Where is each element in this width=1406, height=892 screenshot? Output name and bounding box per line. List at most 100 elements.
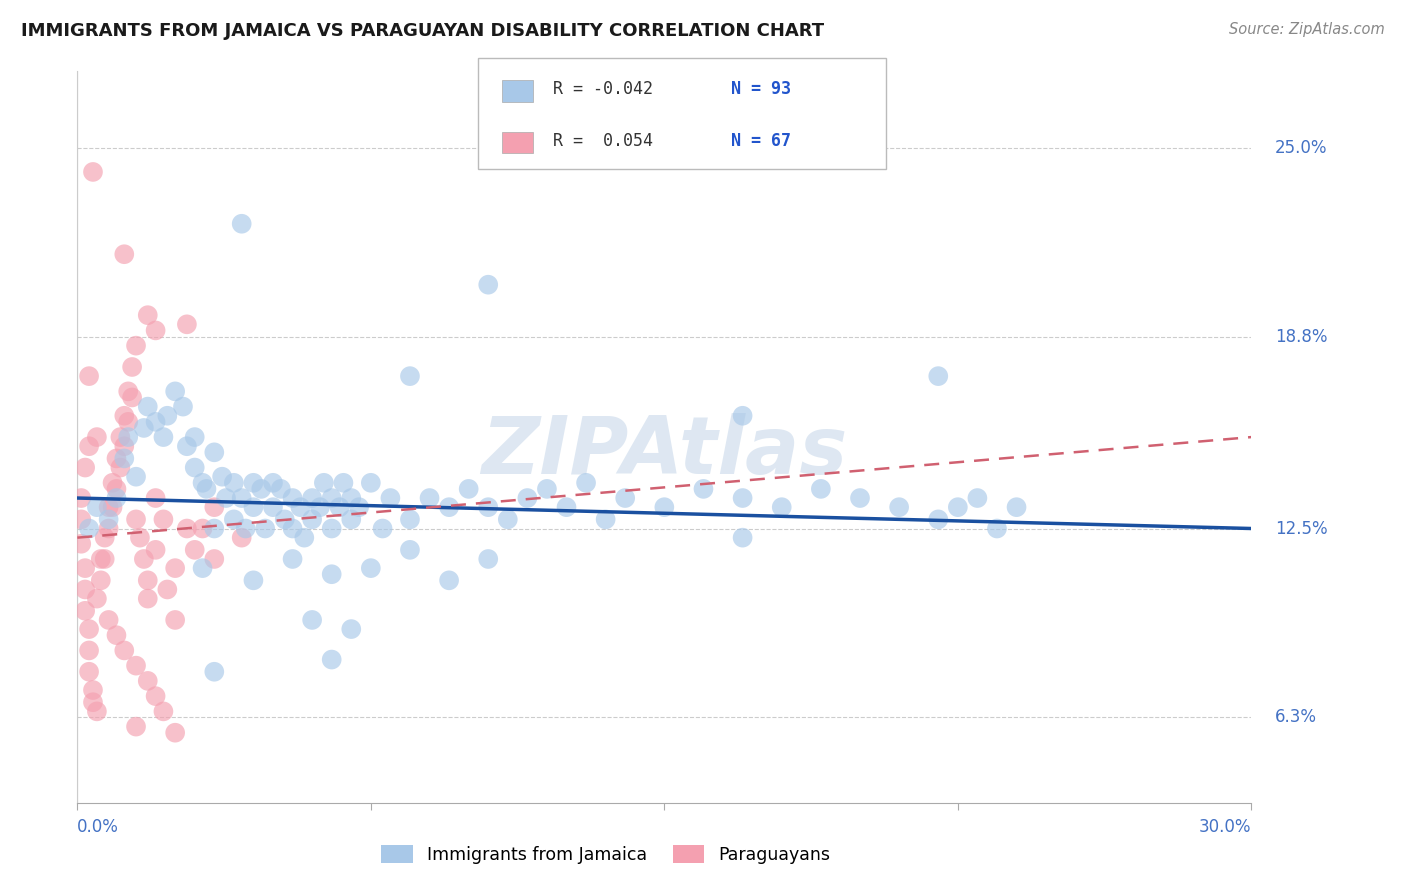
Point xyxy=(770,500,793,515)
Legend: Immigrants from Jamaica, Paraguayans: Immigrants from Jamaica, Paraguayans xyxy=(381,845,830,863)
Point xyxy=(86,591,108,606)
Point xyxy=(136,673,159,688)
Point xyxy=(165,384,187,399)
Text: R =  0.054: R = 0.054 xyxy=(553,132,652,150)
Point xyxy=(105,628,128,642)
Point xyxy=(222,475,245,490)
Point xyxy=(121,391,143,405)
Point xyxy=(82,683,104,698)
Point xyxy=(652,500,676,515)
Point xyxy=(292,531,315,545)
Text: 6.3%: 6.3% xyxy=(1275,708,1317,726)
Point xyxy=(477,500,499,515)
Point xyxy=(90,552,112,566)
Text: ZIPAtlas: ZIPAtlas xyxy=(481,413,848,491)
Point xyxy=(152,512,174,526)
Point xyxy=(191,475,214,490)
Point xyxy=(242,475,264,490)
Point xyxy=(75,460,97,475)
Point xyxy=(172,400,194,414)
Point xyxy=(215,491,238,505)
Text: 0.0%: 0.0% xyxy=(77,818,120,836)
Point xyxy=(176,318,198,332)
Text: IMMIGRANTS FROM JAMAICA VS PARAGUAYAN DISABILITY CORRELATION CHART: IMMIGRANTS FROM JAMAICA VS PARAGUAYAN DI… xyxy=(21,22,824,40)
Point xyxy=(328,500,350,515)
Point xyxy=(321,652,343,666)
Text: 18.8%: 18.8% xyxy=(1275,327,1327,345)
Point xyxy=(235,521,257,535)
Point xyxy=(165,561,187,575)
Point xyxy=(183,430,207,444)
Point xyxy=(145,689,167,703)
Point xyxy=(93,531,115,545)
Point xyxy=(496,512,519,526)
Point xyxy=(419,491,441,505)
Point xyxy=(262,500,284,515)
Point xyxy=(457,482,479,496)
Point xyxy=(110,460,132,475)
Point xyxy=(136,591,159,606)
Point xyxy=(82,695,104,709)
Point xyxy=(145,323,167,337)
Point xyxy=(75,582,97,597)
Point xyxy=(105,491,128,505)
Point xyxy=(117,384,139,399)
Point xyxy=(614,491,637,505)
Point xyxy=(86,500,108,515)
Point xyxy=(90,574,112,588)
Point xyxy=(1005,500,1028,515)
Point xyxy=(281,552,304,566)
Point xyxy=(112,247,135,261)
Point xyxy=(125,658,148,673)
Point xyxy=(399,369,422,384)
Point xyxy=(70,491,93,505)
Point xyxy=(274,512,297,526)
Point xyxy=(152,430,174,444)
Point xyxy=(595,512,617,526)
Point xyxy=(97,500,120,515)
Point xyxy=(125,720,148,734)
Point xyxy=(136,308,159,322)
Point xyxy=(97,613,120,627)
Point xyxy=(97,521,120,535)
Point xyxy=(231,491,253,505)
Point xyxy=(312,475,335,490)
Point xyxy=(380,491,402,505)
Point xyxy=(125,469,148,483)
Point xyxy=(112,643,135,657)
Point xyxy=(202,665,225,679)
Point xyxy=(399,512,422,526)
Point xyxy=(262,475,284,490)
Point xyxy=(301,512,323,526)
Point xyxy=(731,531,754,545)
Point xyxy=(105,451,128,466)
Point xyxy=(477,277,499,292)
Point xyxy=(121,359,143,374)
Point xyxy=(290,500,312,515)
Point xyxy=(132,421,155,435)
Point xyxy=(477,552,499,566)
Point xyxy=(301,613,323,627)
Point xyxy=(946,500,969,515)
Point xyxy=(231,531,253,545)
Point xyxy=(156,582,179,597)
Point xyxy=(75,604,97,618)
Point xyxy=(82,165,104,179)
Point xyxy=(145,415,167,429)
Point xyxy=(117,415,139,429)
Point xyxy=(849,491,872,505)
Point xyxy=(77,622,100,636)
Point xyxy=(281,521,304,535)
Point xyxy=(321,521,343,535)
Point xyxy=(536,482,558,496)
Text: 30.0%: 30.0% xyxy=(1199,818,1251,836)
Point xyxy=(105,482,128,496)
Point xyxy=(966,491,988,505)
Point xyxy=(77,643,100,657)
Point xyxy=(112,409,135,423)
Point xyxy=(281,491,304,505)
Point xyxy=(152,705,174,719)
Point xyxy=(371,521,394,535)
Point xyxy=(202,521,225,535)
Point xyxy=(242,500,264,515)
